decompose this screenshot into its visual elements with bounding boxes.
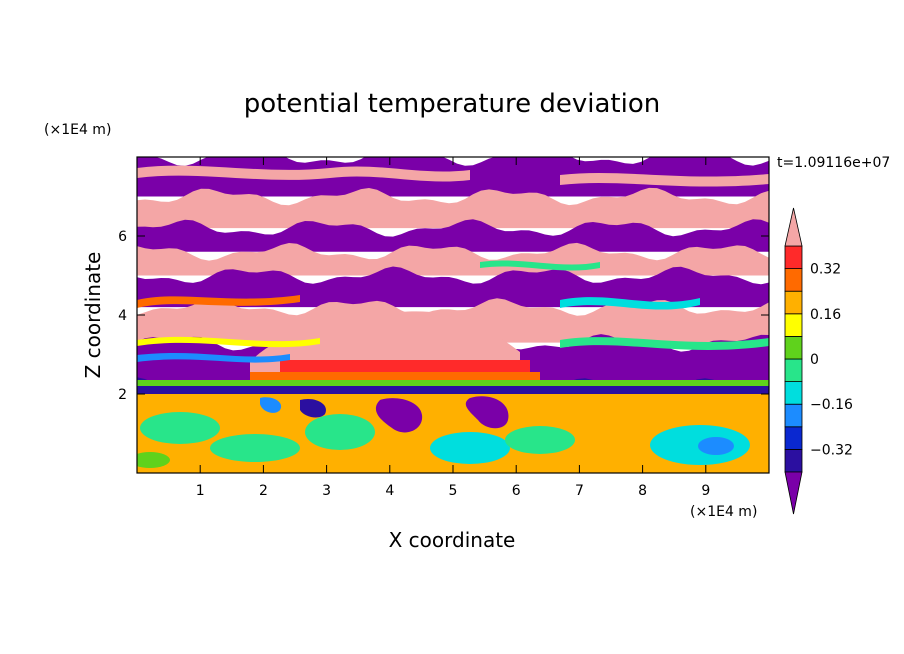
x-tick-label: 7 [575, 483, 584, 499]
x-tick-label: 8 [638, 483, 647, 499]
colorbar-swatch [784, 448, 803, 473]
boundary-layer-eddies [137, 396, 750, 468]
x-tick-label: 5 [449, 483, 458, 499]
contour-layer [137, 242, 769, 276]
colorbar: 0.32 0.16 0 −0.16 −0.32 [784, 207, 853, 515]
x-tick-label: 3 [322, 483, 331, 499]
plot-area [137, 157, 769, 473]
colorbar-max-arrow [784, 207, 803, 247]
x-tick-label: 2 [259, 483, 268, 499]
colorbar-tick-label: −0.32 [810, 442, 853, 458]
upper-layer-filaments [137, 165, 769, 363]
colorbar-tick-label: 0 [810, 352, 819, 368]
colorbar-swatch [784, 335, 803, 360]
colorbar-swatch [784, 268, 803, 292]
x-unit-label: (×1E4 m) [690, 504, 757, 520]
colorbar-swatch [784, 245, 803, 270]
colorbar-tick-label: 0.32 [810, 262, 841, 278]
x-tick-label: 4 [385, 483, 394, 499]
x-tick-label: 1 [196, 483, 205, 499]
colorbar-tick-label: −0.16 [810, 397, 853, 413]
x-axis-label: X coordinate [389, 528, 516, 552]
plume-decoration [137, 311, 769, 394]
y-unit-label: (×1E4 m) [44, 122, 111, 138]
colorbar-tick-label: 0.16 [810, 307, 841, 323]
colorbar-swatch [784, 290, 803, 315]
x-axis: 1 2 3 4 5 6 7 8 9 [196, 157, 710, 499]
colorbar-swatch [784, 358, 803, 383]
x-tick-label: 9 [701, 483, 710, 499]
y-tick-label: 2 [118, 387, 127, 403]
colorbar-swatch [784, 426, 803, 450]
colorbar-min-arrow [784, 471, 803, 515]
time-label: t=1.09116e+07 [777, 155, 890, 171]
contour-layer [137, 187, 769, 229]
colorbar-swatch [784, 381, 803, 405]
colorbar-swatch [784, 403, 803, 428]
chart-title: potential temperature deviation [244, 89, 660, 119]
colorbar-swatch [784, 313, 803, 337]
y-axis-label: Z coordinate [81, 252, 105, 379]
y-tick-label: 6 [118, 229, 127, 245]
x-tick-label: 6 [512, 483, 521, 499]
y-axis: 2 4 6 [118, 229, 769, 403]
y-tick-label: 4 [118, 308, 127, 324]
